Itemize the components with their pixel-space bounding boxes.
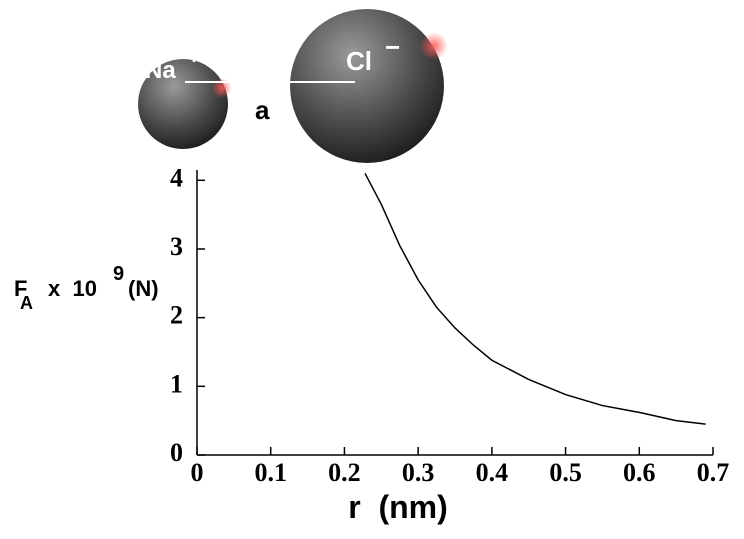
chart: Na + Cl − a F A x 10 9 (N) r (nm) 0 1 2 3 4 0… [0,0,744,539]
ion-label: Na [145,57,176,84]
x-tick-label: 0.1 [254,458,287,487]
y-tick-label: 0 [170,438,183,467]
y-tick-label: 2 [170,301,183,330]
y-label-sup: 9 [113,263,124,285]
y-axis-label: F A x 10 9 (N) [14,263,159,313]
y-tick-label: 4 [170,163,183,192]
y-label-unit: (N) [128,276,159,301]
distance-label: a [255,95,270,125]
y-tick-label: 1 [170,369,183,398]
x-axis-label: r (nm) [348,489,448,525]
highlight [420,32,448,60]
x-tick-label: 0.3 [402,458,435,487]
x-tick-label: 0.6 [623,458,656,487]
ion-charge: − [385,32,400,62]
x-tick-label: 0.4 [476,458,509,487]
y-label-mid: x 10 [48,276,97,301]
ion-charge: + [187,43,201,70]
x-tick-label: 0.5 [549,458,582,487]
ion-diagram: Na + Cl − a [138,9,448,163]
x-tick-label: 0 [191,458,204,487]
x-tick-label: 0.2 [328,458,361,487]
x-tick-label: 0.7 [697,458,730,487]
y-label-sub: A [20,293,33,313]
ion-label: Cl [346,46,372,76]
y-tick-label: 3 [170,232,183,261]
chlorine-sphere [290,9,444,163]
data-line [365,173,706,424]
